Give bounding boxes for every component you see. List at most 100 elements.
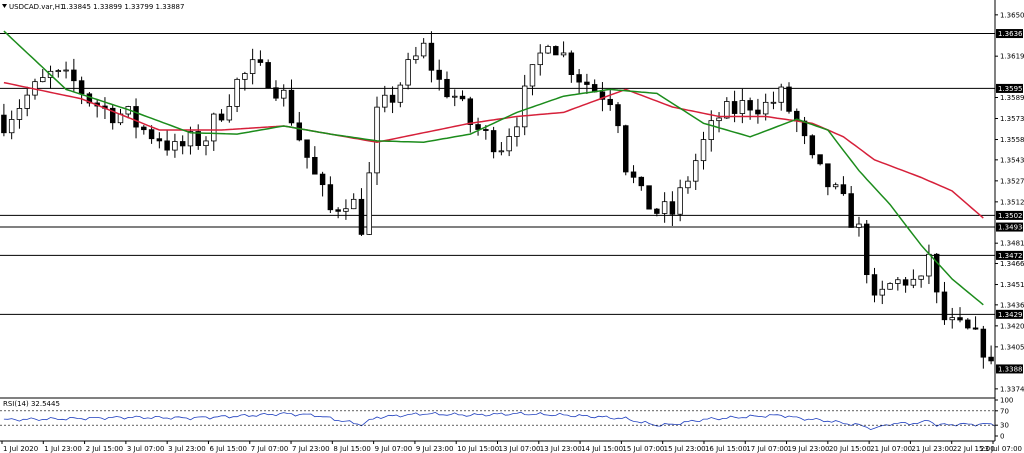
candle-body-down	[630, 171, 637, 178]
rsi-tick-label: 0	[1000, 433, 1004, 441]
candle	[856, 216, 862, 237]
candle-body-up	[413, 55, 419, 61]
candle	[498, 142, 505, 156]
candle	[296, 111, 303, 142]
x-tick-label: 10 Jul 15:00	[457, 445, 499, 453]
candle-body-up	[343, 208, 349, 212]
candle-body-down	[109, 107, 116, 124]
level-tag	[996, 250, 1023, 260]
candle-body-down	[825, 163, 831, 188]
x-tick-label: 9 Jul 07:00	[375, 445, 413, 453]
candle	[654, 207, 660, 217]
candle-body-up	[724, 101, 730, 119]
candle	[514, 117, 520, 147]
triangle-down-icon[interactable]	[2, 4, 7, 8]
level-tag	[996, 222, 1023, 232]
candle-body-down	[71, 69, 77, 82]
candle	[553, 45, 559, 56]
candle	[148, 125, 155, 144]
candle-body-up	[172, 141, 178, 151]
candle	[327, 176, 334, 213]
candle	[584, 73, 590, 94]
candle	[576, 69, 582, 95]
candle-body-down	[148, 129, 155, 140]
candle	[312, 146, 318, 175]
candle-body-down	[576, 74, 582, 83]
rsi-label: RSI(14) 32.5445	[3, 400, 60, 408]
y-tick-label: 1.34815	[1000, 240, 1024, 248]
candle	[156, 132, 163, 149]
candle-body-up	[661, 201, 668, 214]
candle-body-down	[265, 62, 271, 89]
candle	[630, 165, 637, 184]
candle	[203, 136, 209, 156]
y-tick-label: 1.36500	[1000, 11, 1024, 19]
candle-body-down	[444, 78, 450, 98]
symbol-label: USDCAD.var,H1	[9, 3, 65, 11]
candle	[887, 282, 893, 290]
x-tick-label: 21 Jul 07:00	[870, 445, 912, 453]
level-tag-label: 1.34290	[998, 311, 1024, 319]
candle	[521, 74, 528, 136]
x-tick-label: 3 Jul 07:00	[127, 445, 165, 453]
candle	[218, 109, 225, 122]
candle-body-down	[358, 198, 365, 235]
candle	[397, 82, 404, 108]
candle	[459, 90, 466, 102]
candle-body-down	[933, 253, 940, 293]
candle	[988, 345, 994, 365]
candle	[661, 192, 668, 223]
candle	[24, 86, 30, 117]
level-tag-label: 1.34725	[998, 252, 1024, 260]
candle-body-down	[568, 52, 575, 75]
candle-body-down	[304, 139, 310, 158]
candle	[382, 85, 388, 113]
candle-body-up	[545, 46, 551, 54]
candle-body-up	[234, 78, 240, 107]
candle-body-down	[296, 122, 303, 141]
candle	[615, 102, 621, 134]
candle	[288, 79, 295, 126]
candle	[16, 99, 23, 129]
candle-body-up	[203, 140, 209, 146]
y-tick-label: 1.35735	[1000, 115, 1024, 123]
candle-body-up	[420, 42, 427, 57]
candle-body-down	[179, 141, 186, 147]
candle-body-down	[615, 104, 621, 127]
candle	[677, 179, 683, 222]
candle	[413, 46, 419, 64]
candle	[506, 128, 512, 157]
candle	[265, 59, 271, 89]
candle	[949, 307, 955, 329]
candle	[638, 176, 645, 191]
candle-body-down	[483, 129, 489, 131]
candle	[234, 77, 240, 113]
candle	[335, 207, 341, 219]
chart-header: USDCAD.var,H1 1.33845 1.33899 1.33799 1.…	[2, 3, 184, 11]
y-tick-label: 1.3589	[1000, 94, 1024, 102]
candle	[599, 82, 606, 112]
candle-body-up	[366, 172, 372, 235]
candle-body-up	[832, 184, 839, 188]
candle	[444, 71, 450, 99]
rsi-line	[3, 411, 996, 431]
candle	[700, 131, 707, 170]
level-tag	[996, 309, 1023, 319]
candle-body-down	[646, 185, 652, 210]
candle-body-down	[786, 86, 792, 112]
candle-body-down	[731, 101, 738, 114]
x-tick-label: 9 Jul 23:00	[416, 445, 454, 453]
candle-body-down	[902, 279, 909, 286]
candle-body-down	[980, 328, 987, 358]
candle-body-down	[848, 193, 854, 228]
candle-body-down	[817, 154, 823, 165]
x-tick-label: 15 Jul 23:00	[664, 445, 706, 453]
candle-body-down	[133, 106, 139, 128]
candle	[902, 277, 909, 293]
candle-body-down	[467, 98, 474, 125]
candle	[467, 96, 474, 133]
candle	[840, 176, 847, 196]
last-price-label: 1.33887	[998, 365, 1024, 373]
candle	[545, 44, 551, 55]
